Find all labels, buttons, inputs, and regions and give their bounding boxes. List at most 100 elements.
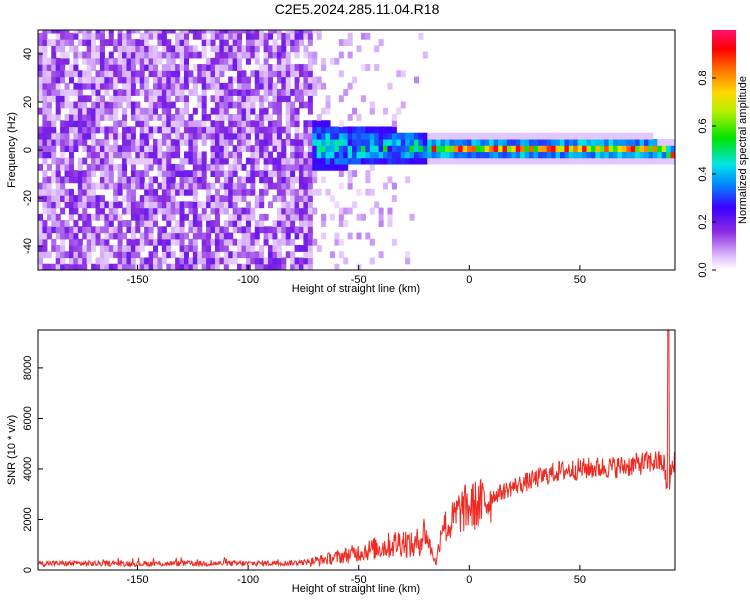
heatmap-cell: [64, 145, 70, 153]
heatmap-cell: [520, 145, 526, 153]
heatmap-cell: [144, 89, 150, 96]
heatmap-x-label: Height of straight line (km): [292, 283, 420, 295]
heatmap-cell: [250, 95, 256, 103]
heatmap-cell: [250, 207, 256, 215]
heatmap-cell: [657, 138, 663, 146]
heatmap-cell: [219, 126, 225, 134]
heatmap-cell: [170, 45, 176, 53]
heatmap-cell: [55, 114, 61, 121]
heatmap-cell: [64, 114, 70, 121]
heatmap-cell: [599, 132, 605, 140]
heatmap-cell: [82, 188, 88, 196]
heatmap-cell: [82, 145, 88, 153]
heatmap-cell: [250, 163, 256, 171]
heatmap-cell: [564, 157, 570, 165]
heatmap-cell: [130, 251, 136, 259]
heatmap-cell: [294, 30, 300, 34]
heatmap-cell: [183, 70, 189, 78]
heatmap-cell: [46, 76, 52, 84]
heatmap-cell: [551, 138, 557, 146]
heatmap-cell: [183, 57, 189, 65]
heatmap-cell: [272, 132, 278, 140]
heatmap-cell: [285, 39, 291, 46]
heatmap-cell: [250, 107, 256, 115]
heatmap-cell: [144, 107, 150, 115]
heatmap-cell: [95, 257, 101, 265]
heatmap-cell: [303, 188, 309, 196]
heatmap-cell: [38, 51, 44, 59]
heatmap-cell: [268, 201, 274, 209]
heatmap-cell: [228, 32, 234, 40]
heatmap-cell: [228, 201, 234, 209]
heatmap-cell: [352, 170, 358, 177]
heatmap-cell: [219, 120, 225, 128]
heatmap-cell: [108, 64, 114, 71]
heatmap-cell: [294, 151, 300, 159]
heatmap-cell: [590, 145, 596, 153]
heatmap-cell: [391, 120, 397, 128]
heatmap-cell: [259, 188, 265, 196]
heatmap-cell: [254, 145, 260, 153]
heatmap-cell: [307, 107, 313, 115]
heatmap-cell: [281, 170, 287, 177]
heatmap-cell: [157, 201, 163, 209]
heatmap-cell: [42, 238, 48, 246]
heatmap-cell: [166, 232, 172, 240]
heatmap-cell: [73, 238, 79, 246]
heatmap-cell: [175, 132, 181, 140]
heatmap-cell: [91, 263, 97, 270]
heatmap-cell: [183, 51, 189, 59]
heatmap-cell: [130, 101, 136, 109]
heatmap-cell: [210, 257, 216, 265]
heatmap-cell: [232, 257, 238, 265]
heatmap-cell: [117, 89, 123, 96]
heatmap-cell: [73, 257, 79, 265]
heatmap-cell: [263, 188, 269, 196]
heatmap-cell: [648, 145, 654, 153]
heatmap-cell: [272, 107, 278, 115]
heatmap-cell: [38, 64, 44, 71]
heatmap-cell: [117, 151, 123, 159]
heatmap-cell: [86, 70, 92, 78]
heatmap-cell: [82, 195, 88, 202]
heatmap-cell: [347, 82, 353, 90]
heatmap-cell: [148, 163, 154, 171]
heatmap-cell: [126, 51, 132, 59]
heatmap-cell: [383, 157, 389, 165]
heatmap-cell: [219, 151, 225, 159]
heatmap-cell: [347, 151, 353, 159]
heatmap-cell: [161, 82, 167, 90]
heatmap-cell: [95, 76, 101, 84]
heatmap-cell: [117, 120, 123, 128]
heatmap-cell: [95, 226, 101, 234]
heatmap-cell: [272, 39, 278, 46]
heatmap-cell: [197, 170, 203, 177]
heatmap-cell: [117, 257, 123, 265]
heatmap-cell: [130, 30, 136, 34]
heatmap-cell: [86, 32, 92, 40]
heatmap-cell: [51, 57, 57, 65]
heatmap-cell: [228, 126, 234, 134]
heatmap-cell: [219, 89, 225, 96]
heatmap-cell: [228, 76, 234, 84]
heatmap-cell: [95, 70, 101, 78]
heatmap-cell: [166, 76, 172, 84]
heatmap-cell: [621, 132, 627, 140]
heatmap-cell: [214, 226, 220, 234]
heatmap-cell: [161, 138, 167, 146]
heatmap-cell: [38, 232, 44, 240]
heatmap-cell: [648, 157, 654, 165]
heatmap-cell: [135, 238, 141, 246]
heatmap-cell: [38, 57, 44, 65]
heatmap-cell: [148, 126, 154, 134]
heatmap-cell: [113, 213, 119, 221]
heatmap-cell: [86, 195, 92, 202]
heatmap-cell: [263, 39, 269, 46]
heatmap-cell: [179, 182, 185, 190]
heatmap-cell: [670, 145, 675, 153]
heatmap-cell: [272, 238, 278, 246]
heatmap-cell: [77, 132, 83, 140]
heatmap-cell: [108, 251, 114, 259]
heatmap-cell: [564, 132, 570, 140]
heatmap-cell: [206, 213, 212, 221]
